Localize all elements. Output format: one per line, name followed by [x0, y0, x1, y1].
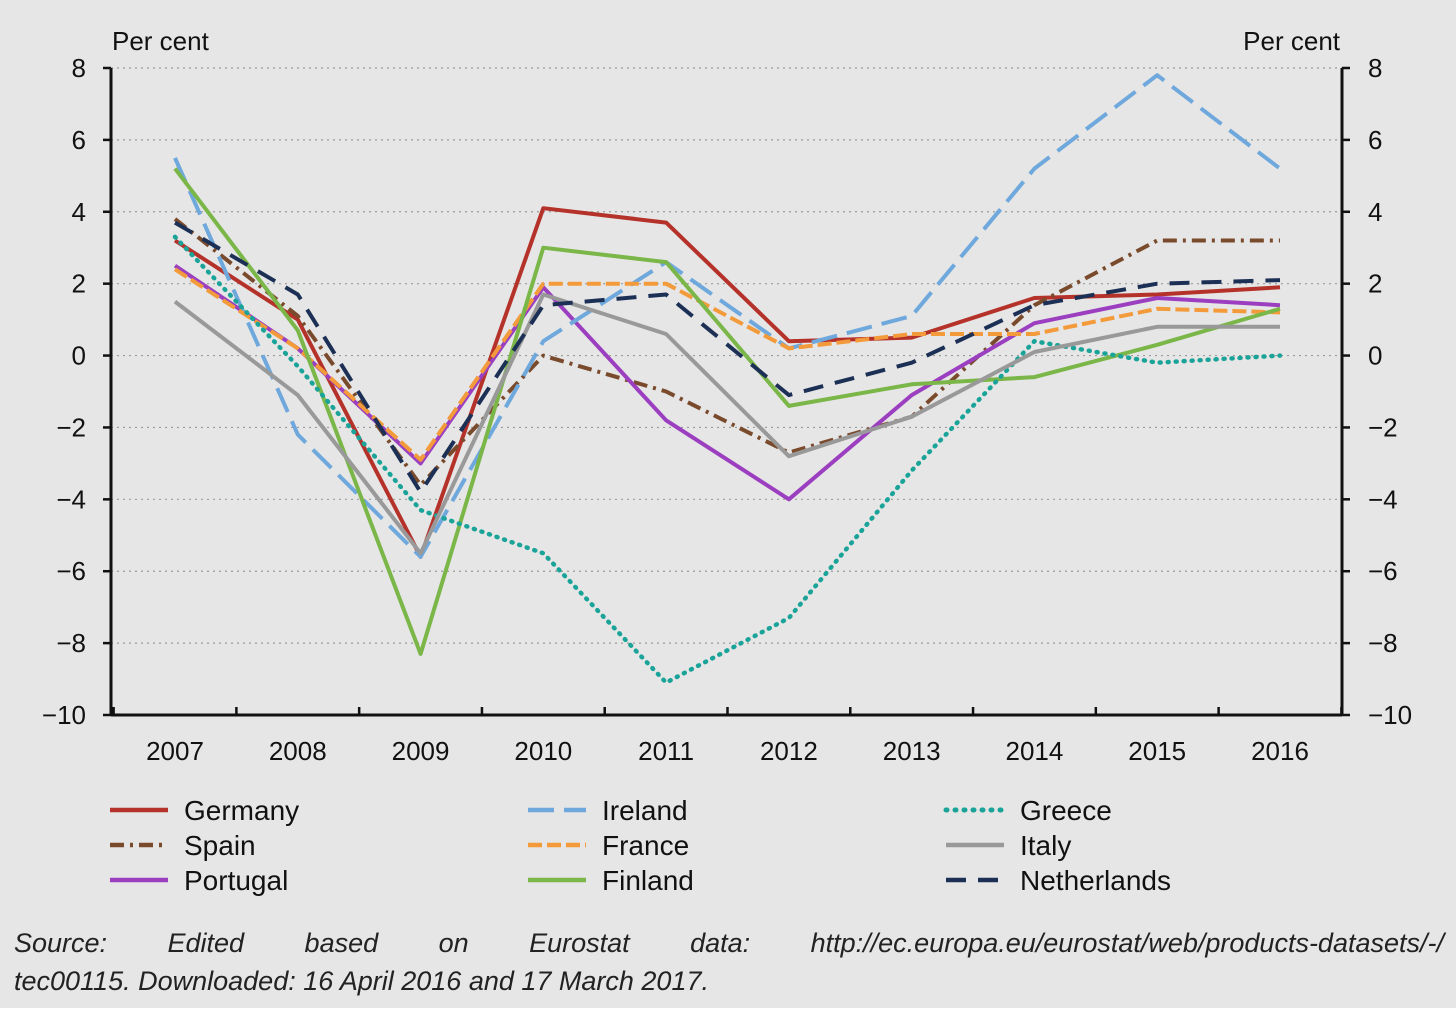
y-tick-label-right: −2 [1368, 412, 1398, 442]
y-tick-label-left: −4 [56, 484, 86, 514]
x-tick-label: 2008 [269, 736, 327, 766]
x-tick-label: 2014 [1006, 736, 1064, 766]
source-line-2: tec00115. Downloaded: 16 April 2016 and … [14, 966, 709, 996]
y-tick-label-left: −6 [56, 556, 86, 586]
y-tick-label-left: −2 [56, 412, 86, 442]
series-line-italy [173, 292, 1280, 556]
y-tick-label-right: 4 [1368, 197, 1382, 227]
legend: Germany Spain Portugal Ireland France Finland… [110, 795, 1171, 896]
y-tick-label-left: −10 [42, 700, 86, 730]
x-tick-label: 2015 [1128, 736, 1186, 766]
legend-label-germany: Germany [184, 795, 299, 826]
y-tick-label-right: −4 [1368, 484, 1398, 514]
legend-label-spain: Spain [184, 830, 256, 861]
series-line-netherlands [173, 220, 1281, 495]
line-chart: 8 8 6 6 4 4 2 2 0 0 −2 −2 −4 −4 −6 −6 −8 −8 −10 −10 2007 2008… [42, 26, 1412, 896]
ticks: 8 8 6 6 4 4 2 2 0 0 −2 −2 −4 −4 −6 −6 −8 −8 −10 −10 2007 2008… [42, 53, 1412, 766]
x-tick-label: 2016 [1251, 736, 1309, 766]
series-line-germany [173, 206, 1281, 559]
y-tick-label-right: −10 [1368, 700, 1412, 730]
series-line-finland [173, 167, 1281, 656]
legend-label-netherlands: Netherlands [1020, 865, 1171, 896]
y-tick-label-left: −8 [56, 628, 86, 658]
y-tick-label-right: −8 [1368, 628, 1398, 658]
y-tick-label-right: 0 [1368, 341, 1382, 371]
x-tick-label: 2007 [146, 736, 204, 766]
series-line-greece [172, 234, 1283, 685]
x-tick-label: 2011 [638, 736, 694, 766]
x-tick-label: 2012 [760, 736, 818, 766]
y-tick-label-left: 8 [72, 53, 86, 83]
source-note: Source: Edited based on Eurostat data: h… [14, 924, 1444, 1000]
x-tick-label: 2013 [883, 736, 941, 766]
legend-label-greece: Greece [1020, 795, 1112, 826]
y-tick-label-left: 4 [72, 197, 86, 227]
series-line-france [173, 267, 1281, 462]
y-tick-label-left: 6 [72, 125, 86, 155]
y-tick-label-left: 2 [72, 269, 86, 299]
series-layer [172, 73, 1283, 685]
legend-label-ireland: Ireland [602, 795, 688, 826]
y-tick-label-right: 8 [1368, 53, 1382, 83]
series-line-portugal [173, 264, 1281, 502]
y-tick-label-right: 6 [1368, 125, 1382, 155]
y-tick-label-left: 0 [72, 341, 86, 371]
legend-label-portugal: Portugal [184, 865, 288, 896]
series-line-ireland [173, 73, 1282, 559]
legend-label-france: France [602, 830, 689, 861]
grid [111, 67, 1342, 644]
y-tick-label-right: 2 [1368, 269, 1382, 299]
unit-label-left: Per cent [112, 26, 210, 56]
legend-label-italy: Italy [1020, 830, 1071, 861]
x-tick-label: 2010 [514, 736, 572, 766]
legend-label-finland: Finland [602, 865, 694, 896]
series-line-spain [173, 217, 1280, 487]
y-tick-label-right: −6 [1368, 556, 1398, 586]
source-line-1: Source: Edited based on Eurostat data: h… [14, 928, 1444, 958]
x-tick-label: 2009 [392, 736, 450, 766]
unit-label-right: Per cent [1243, 26, 1341, 56]
